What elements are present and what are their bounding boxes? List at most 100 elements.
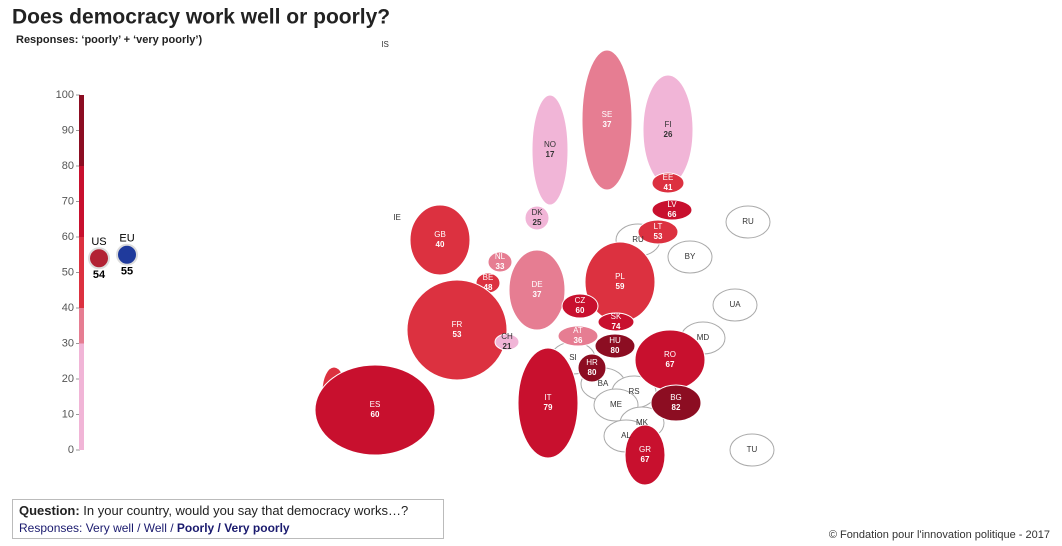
scale-segment [79, 272, 84, 308]
country-code: EE [663, 173, 674, 182]
country-code: GB [434, 230, 446, 239]
country-shape [487, 251, 513, 273]
marker-value: 55 [121, 266, 133, 278]
country-shape [561, 293, 599, 319]
country-shape [651, 172, 685, 194]
footer: © Fondation pour l'innovation politique … [829, 529, 1050, 541]
country-code: CH [501, 332, 513, 341]
scale-tick-label: 0 [68, 444, 74, 456]
country-shape [729, 433, 775, 467]
country-code: RS [628, 387, 639, 396]
country-shape [624, 424, 666, 486]
country-code: MK [636, 418, 649, 427]
marker [88, 247, 110, 270]
country-value: 48 [484, 283, 493, 292]
country-value: 53 [654, 232, 663, 241]
country-value: 67 [641, 455, 650, 464]
country-code: SE [602, 110, 613, 119]
country-code: BE [483, 273, 494, 282]
country-shape [650, 384, 702, 422]
country-code: BG [670, 393, 682, 402]
scale-segment [79, 237, 84, 273]
scale-tick-label: 60 [62, 231, 74, 243]
country-shape [577, 353, 607, 383]
country-code: GR [639, 445, 651, 454]
country-code: AT [573, 326, 583, 335]
country-value: 17 [546, 150, 555, 159]
country-code: MD [697, 333, 710, 342]
country-code: LT [654, 222, 663, 231]
country-value: 80 [611, 346, 620, 355]
country-value: 41 [664, 183, 673, 192]
country-code: IT [544, 393, 551, 402]
scale-tick-label: 20 [62, 373, 74, 385]
country-value: 74 [612, 322, 621, 331]
country-code: SK [611, 312, 622, 321]
scale-segment [79, 166, 84, 202]
scale-segment [79, 95, 84, 131]
country-value: 80 [588, 368, 597, 377]
question-text: In your country, would you say that demo… [83, 503, 409, 518]
question-box: Question: In your country, would you say… [12, 499, 444, 539]
country-code: RU [632, 235, 644, 244]
country-shape [406, 279, 508, 381]
country-value: 82 [672, 403, 681, 412]
marker-value: 54 [93, 269, 106, 281]
scale-tick-label: 30 [62, 337, 74, 349]
country-value: 36 [574, 336, 583, 345]
country-code: PL [615, 272, 625, 281]
country-shape [651, 199, 693, 221]
country-shape [494, 333, 520, 351]
country-shape [667, 240, 713, 274]
scale-tick-label: 40 [62, 302, 74, 314]
country-shape [409, 204, 471, 276]
country-code: UA [729, 300, 741, 309]
country-code: HR [586, 358, 598, 367]
country-code: LV [667, 200, 677, 209]
country-shape [531, 94, 569, 206]
country-code: IE [393, 213, 401, 222]
country-shape [517, 347, 579, 459]
country-code: DE [531, 280, 542, 289]
country-code: FI [664, 120, 671, 129]
country-shape [557, 325, 599, 347]
country-shape [508, 249, 566, 331]
marker-label: EU [119, 233, 134, 245]
scale-tick-label: 100 [56, 89, 74, 101]
country-value: 59 [616, 282, 625, 291]
country-value: 60 [576, 306, 585, 315]
scale-segment [79, 379, 84, 415]
country-value: 79 [544, 403, 553, 412]
subtitle: Responses: ‘poorly’ + ‘very poorly’) [16, 34, 202, 46]
scale-tick-label: 70 [62, 195, 74, 207]
scale-tick-label: 90 [62, 124, 74, 136]
country-code: DK [531, 208, 543, 217]
country-value: 60 [371, 410, 380, 419]
question-label: Question: [19, 503, 80, 518]
country-code: ME [610, 400, 622, 409]
country-code: IS [381, 40, 389, 49]
title: Does democracy work well or poorly? [12, 6, 390, 29]
responses-label: Responses: [19, 521, 83, 535]
country-code: HU [609, 336, 621, 345]
country-shape [725, 205, 771, 239]
scale-tick-label: 10 [62, 408, 74, 420]
scale-segment [79, 414, 84, 450]
scale-segment [79, 130, 84, 166]
country-value: 21 [503, 342, 512, 351]
country-value: 25 [533, 218, 542, 227]
country-shape [314, 364, 436, 456]
country-value: 53 [453, 330, 462, 339]
country-value: 37 [603, 120, 612, 129]
country-code: BY [685, 252, 696, 261]
country-code: BA [598, 379, 609, 388]
country-shape [594, 333, 636, 359]
country-shape [524, 205, 550, 231]
country-code: RU [742, 217, 754, 226]
country-value: 40 [436, 240, 445, 249]
scale-segment [79, 343, 84, 379]
marker-label: US [91, 236, 106, 248]
country-value: 67 [666, 360, 675, 369]
country-value: 37 [533, 290, 542, 299]
